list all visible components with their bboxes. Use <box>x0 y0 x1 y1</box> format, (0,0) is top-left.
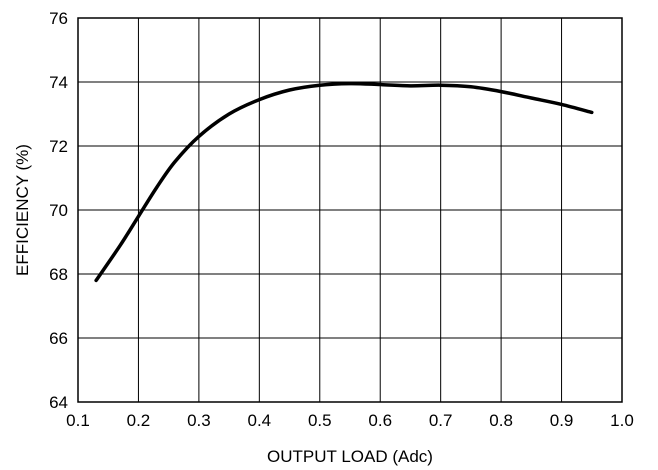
x-tick-label: 0.8 <box>489 411 513 430</box>
y-tick-labels: 64 66 68 70 72 74 76 <box>49 9 68 412</box>
x-tick-label: 0.7 <box>429 411 453 430</box>
x-tick-label: 0.6 <box>368 411 392 430</box>
x-tick-label: 0.2 <box>127 411 151 430</box>
series-layer <box>94 81 594 283</box>
y-tick-label: 68 <box>49 265 68 284</box>
x-tick-label: 0.9 <box>550 411 574 430</box>
y-tick-label: 64 <box>49 393 68 412</box>
y-tick-label: 72 <box>49 137 68 156</box>
y-tick-label: 66 <box>49 329 68 348</box>
efficiency-series-line <box>94 81 594 283</box>
x-tick-label: 0.3 <box>187 411 211 430</box>
x-tick-label: 0.4 <box>248 411 272 430</box>
grid <box>77 17 623 403</box>
x-tick-label: 0.5 <box>308 411 332 430</box>
y-tick-label: 76 <box>49 9 68 28</box>
plot-frame <box>77 17 623 403</box>
y-tick-label: 70 <box>49 201 68 220</box>
x-tick-label: 0.1 <box>66 411 90 430</box>
x-axis-title: OUTPUT LOAD (Adc) <box>267 447 433 466</box>
y-axis-title: EFFICIENCY (%) <box>13 144 32 276</box>
x-tick-label: 1.0 <box>610 411 634 430</box>
y-tick-label: 74 <box>49 73 68 92</box>
x-tick-labels: 0.1 0.2 0.3 0.4 0.5 0.6 0.7 0.8 0.9 1.0 <box>66 411 634 430</box>
